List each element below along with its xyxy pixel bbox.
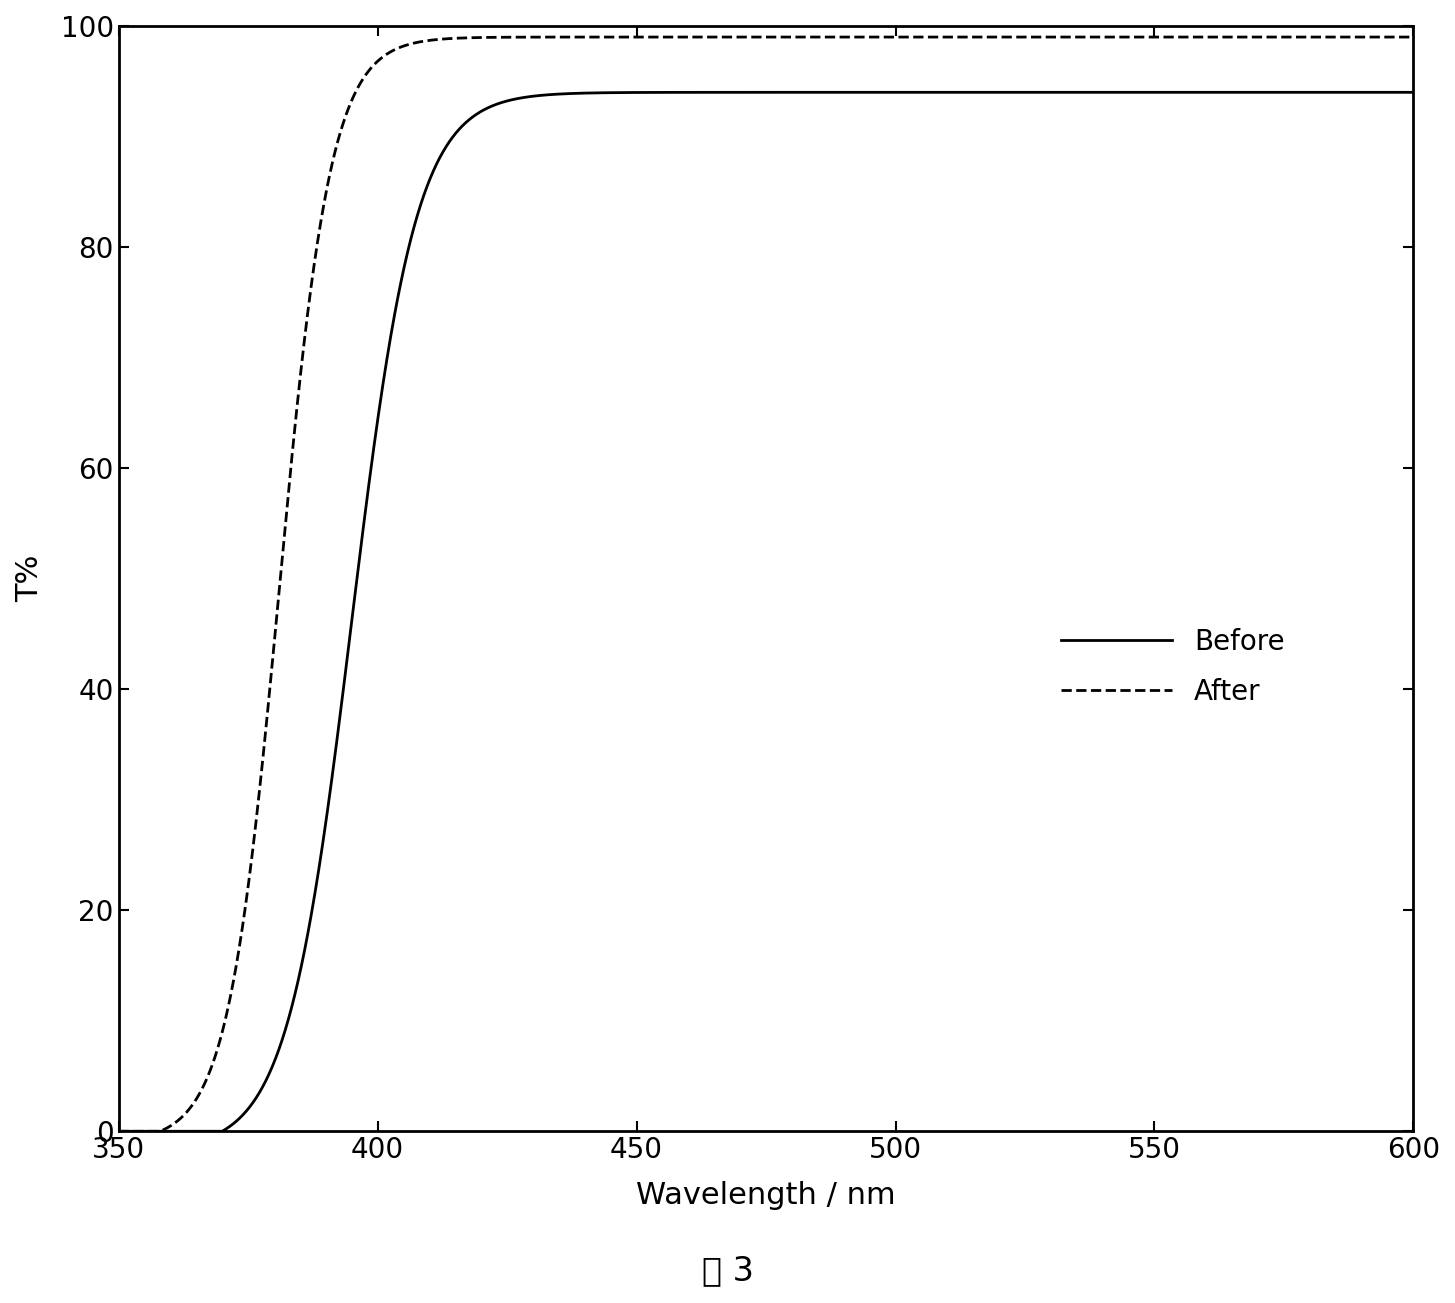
After [111,1123,128,1139]
After [706,29,723,44]
Line: Before: Before [119,93,1413,1131]
Text: 图 3: 图 3 [701,1253,754,1287]
Before [111,1123,128,1139]
After [1368,29,1385,44]
After [739,29,757,44]
Legend: Before, After: Before, After [1051,616,1296,717]
After [1129,29,1147,44]
Before [1129,85,1147,100]
After [1404,29,1422,44]
Before [1404,85,1422,100]
X-axis label: Wavelength / nm: Wavelength / nm [636,1181,896,1209]
Before [1404,85,1422,100]
After [176,1106,194,1122]
Before [739,85,757,100]
Before [706,85,723,100]
Before [1368,85,1385,100]
After [1368,29,1385,44]
Before [176,1123,194,1139]
Line: After: After [119,36,1413,1131]
Y-axis label: T%: T% [15,555,44,602]
Before [1366,85,1384,100]
After [1222,29,1240,44]
